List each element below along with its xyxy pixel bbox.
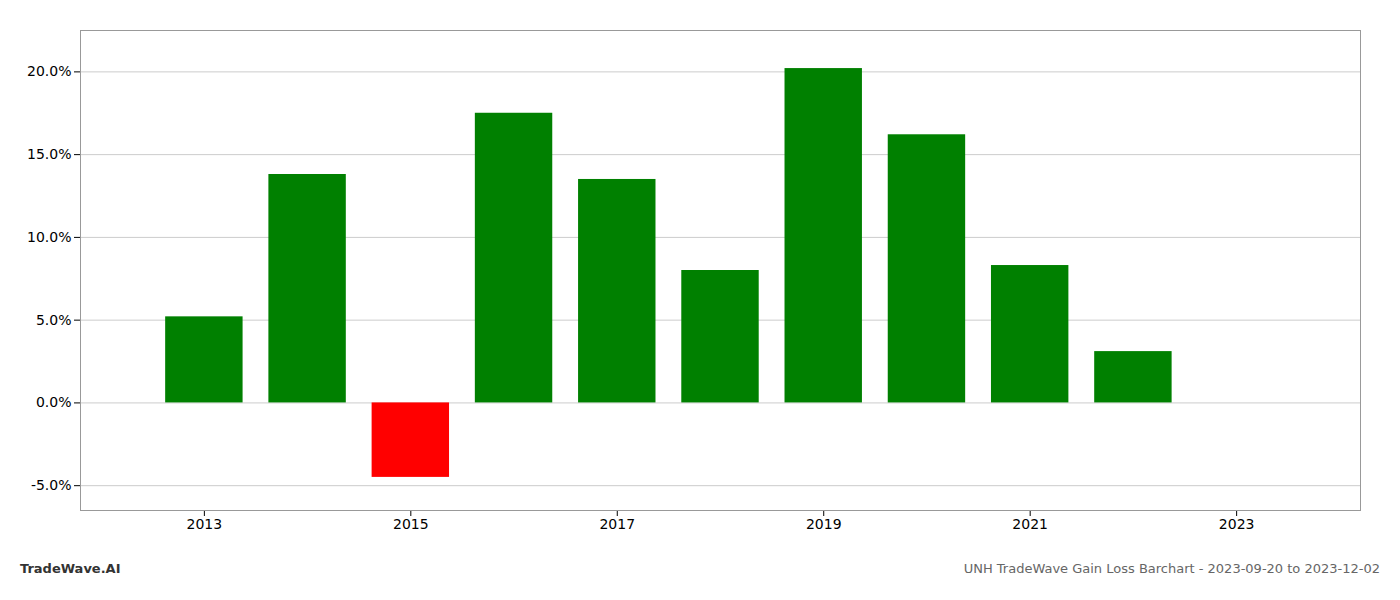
svg-text:2015: 2015 [393,516,429,532]
html-text:TradeWave.AI: TradeWave.AI [20,561,121,576]
svg-text:15.0%: 15.0% [27,146,71,162]
svg-text:20.0%: 20.0% [27,63,71,79]
svg-text:10.0%: 10.0% [27,229,71,245]
html-text:UNH TradeWave Gain Loss Barcha: UNH TradeWave Gain Loss Barchart - 2023-… [963,561,1380,576]
svg-text:2023: 2023 [1219,516,1255,532]
svg-text:-5.0%: -5.0% [31,477,72,493]
svg-text:5.0%: 5.0% [36,312,72,328]
svg-text:2019: 2019 [806,516,842,532]
svg-text:2013: 2013 [187,516,223,532]
svg-text:2021: 2021 [1012,516,1048,532]
svg-text:0.0%: 0.0% [36,394,72,410]
svg-text:2017: 2017 [599,516,635,532]
